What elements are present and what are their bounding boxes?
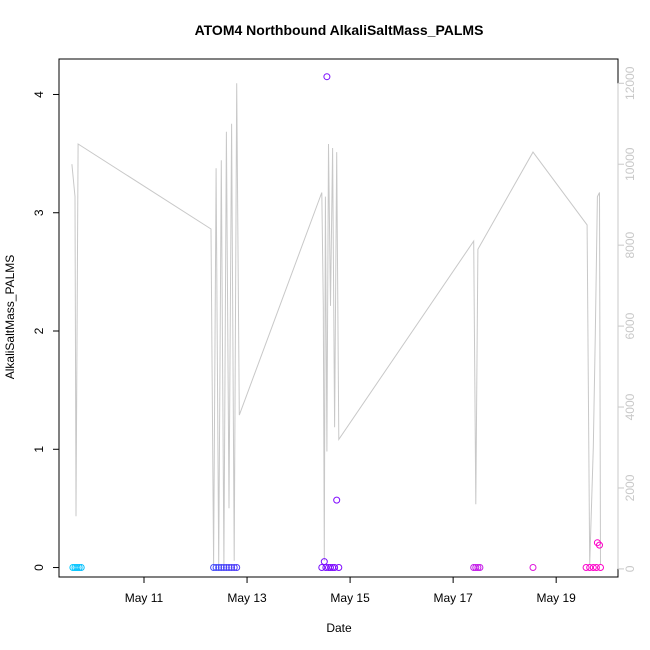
x-tick-label: May 13 (227, 591, 267, 605)
scatter-point (210, 564, 218, 571)
y-tick-label: 0 (32, 564, 46, 571)
scatter-point (322, 564, 330, 571)
scatter-point (582, 564, 590, 571)
scatter-point (225, 564, 233, 571)
scatter-point (331, 564, 339, 571)
scatter-point (212, 564, 220, 571)
scatter-point (597, 564, 604, 571)
scatter-point (596, 541, 603, 549)
y2-tick-label: 8000 (623, 231, 637, 258)
x-tick-label: May 15 (330, 591, 370, 605)
scatter-point (215, 564, 223, 571)
scatter-point (589, 564, 597, 571)
y-tick-label: 2 (32, 327, 46, 334)
scatter-point (476, 564, 484, 571)
y-tick-label: 4 (32, 91, 46, 98)
y-tick-label: 3 (32, 209, 46, 216)
scatter-point (73, 564, 81, 571)
scatter-point (228, 564, 236, 571)
scatter-point (327, 564, 334, 571)
scatter-point (222, 564, 230, 571)
scatter-point (474, 564, 482, 571)
x-tick-label: May 17 (433, 591, 473, 605)
y-axis-label: AlkaliSaltMass_PALMS (3, 255, 17, 380)
x-axis: May 11 May 13 May 15 May 17 May 19 (125, 576, 576, 605)
scatter-point (323, 73, 331, 81)
line-series-path (71, 83, 601, 565)
y2-tick-label: 2000 (623, 474, 637, 501)
scatter-point (529, 564, 537, 571)
y2-tick-label: 10000 (623, 147, 637, 181)
x-tick-label: May 11 (125, 591, 164, 605)
line-series (71, 83, 601, 565)
y2-tick-label: 6000 (623, 312, 637, 339)
y-axis-left: 0 1 2 3 4 (32, 91, 60, 571)
scatter-point (586, 564, 594, 571)
y2-tick-label: 0 (623, 565, 637, 572)
scatter-point (233, 564, 241, 571)
scatter-point (335, 564, 343, 571)
y-axis-right: 0 2000 4000 6000 8000 10000 12000 (617, 66, 637, 572)
scatter-point (217, 564, 225, 571)
scatter-series (69, 73, 604, 571)
x-tick-label: May 19 (536, 591, 576, 605)
scatter-point (333, 496, 341, 504)
y2-tick-label: 12000 (623, 66, 637, 100)
scatter-point (77, 564, 85, 571)
y-tick-label: 1 (32, 446, 46, 453)
chart-title: ATOM4 Northbound AlkaliSaltMass_PALMS (195, 22, 484, 38)
scatter-point (318, 564, 326, 571)
scatter-point (472, 564, 480, 571)
scatter-point (592, 564, 600, 571)
y2-tick-label: 4000 (623, 393, 637, 420)
scatter-point (75, 564, 83, 571)
scatter-point (220, 564, 228, 571)
scatter-point (230, 564, 238, 571)
x-axis-label: Date (326, 621, 352, 635)
